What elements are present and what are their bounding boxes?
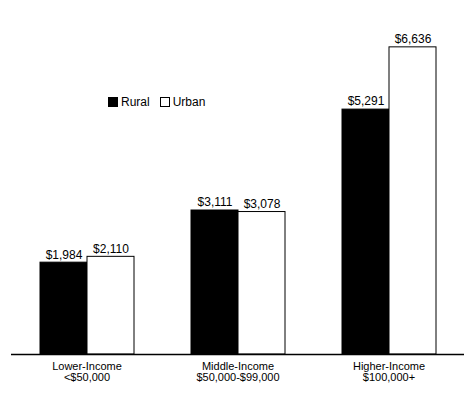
html-text:Urban: Urban [172,95,206,109]
html-text:Rural: Rural [121,95,150,109]
svg-text:$1,984: $1,984 [46,248,83,262]
svg-text:$3,078: $3,078 [244,197,281,211]
svg-text:$3,111: $3,111 [198,195,233,209]
svg-text:Middle-Income$50,000-$99,000: Middle-Income$50,000-$99,000 [196,360,279,383]
svg-text:Lower-Income<$50,000: Lower-Income<$50,000 [52,360,122,383]
svg-text:$6,636: $6,636 [395,32,432,46]
svg-text:$2,110: $2,110 [93,242,129,256]
svg-text:$5,291: $5,291 [348,94,385,108]
svg-text:Higher-Income$100,000+: Higher-Income$100,000+ [353,360,425,383]
